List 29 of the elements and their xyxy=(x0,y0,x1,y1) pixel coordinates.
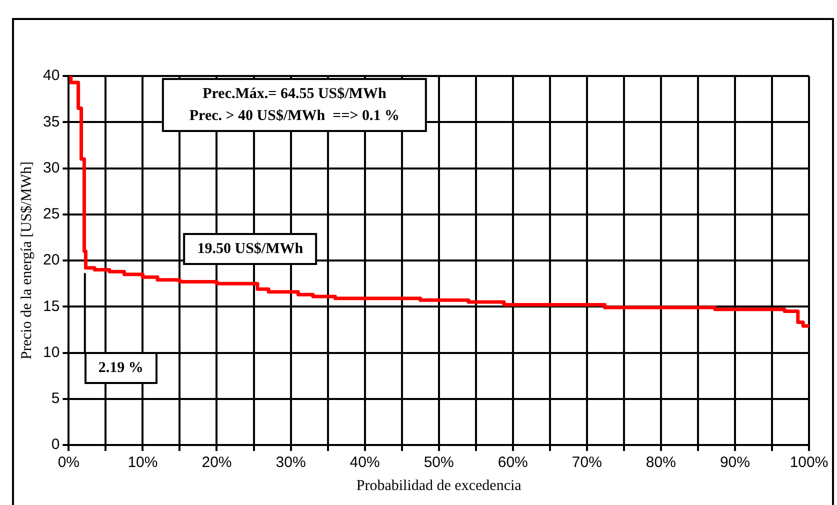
annotation: Prec.Máx.= 64.55 US$/MWh xyxy=(202,85,388,104)
y-tick-label: 5 xyxy=(51,390,60,408)
x-tick-label: 80% xyxy=(646,454,676,472)
y-tick-label: 30 xyxy=(42,159,60,176)
y-axis-title: Precio de la energía [US$/MWh] xyxy=(18,162,35,360)
y-tick-label: 40 xyxy=(42,67,60,84)
label-box: 2.19 % xyxy=(84,352,158,384)
y-tick-label: 15 xyxy=(42,298,60,315)
y-tick-label: 20 xyxy=(42,252,60,269)
x-axis-title: Probabilidad de excedencia xyxy=(356,478,522,494)
x-tick-label: 50% xyxy=(424,454,454,472)
x-tick-label: 60% xyxy=(498,454,528,472)
x-tick-label: 30% xyxy=(276,454,306,472)
x-tick-label: 0% xyxy=(58,454,80,472)
x-tick-label: 10% xyxy=(128,454,158,472)
x-tick-label: 20% xyxy=(202,454,232,472)
annotation: 2.19 % xyxy=(98,359,144,378)
y-tick-label: 10 xyxy=(42,344,60,361)
y-tick-label: 35 xyxy=(42,113,60,130)
x-tick-label: 90% xyxy=(720,454,750,472)
x-tick-label: 40% xyxy=(350,454,380,472)
y-tick-label: 0 xyxy=(51,436,60,454)
label-box: Prec.Máx.= 64.55 US$/MWh Prec. > 40 US$/MWh ==> 0.1 % xyxy=(162,78,427,132)
y-tick-label: 25 xyxy=(42,206,60,223)
annotation: 19.50 US$/MWh xyxy=(197,240,304,260)
annotation: Prec. > 40 US$/MWh ==> 0.1 % xyxy=(189,107,400,126)
x-tick-label: 70% xyxy=(572,454,602,472)
x-tick-label: 100% xyxy=(790,454,828,472)
label-box: 19.50 US$/MWh xyxy=(183,233,318,266)
